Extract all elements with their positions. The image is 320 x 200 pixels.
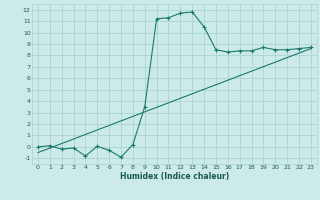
X-axis label: Humidex (Indice chaleur): Humidex (Indice chaleur) bbox=[120, 172, 229, 181]
